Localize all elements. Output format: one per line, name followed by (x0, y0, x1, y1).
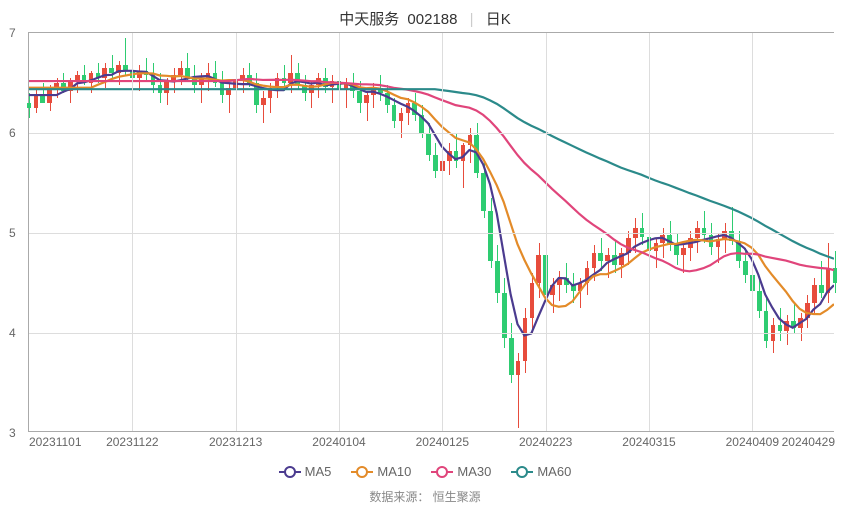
x-tick-label: 20240223 (519, 435, 572, 449)
legend-item: MA60 (511, 464, 571, 479)
grid-line-v (649, 33, 650, 431)
legend-swatch (511, 471, 533, 473)
y-tick-label: 7 (9, 26, 16, 40)
grid-line-v (442, 33, 443, 431)
legend-item: MA30 (431, 464, 491, 479)
x-tick-label: 20231101 (29, 435, 82, 449)
legend-label: MA5 (305, 464, 332, 479)
legend-label: MA10 (377, 464, 411, 479)
x-tick-label: 20231213 (209, 435, 262, 449)
legend-item: MA5 (279, 464, 332, 479)
ma-lines-layer (29, 33, 834, 431)
grid-line-h (29, 133, 834, 134)
grid-line-v (132, 33, 133, 431)
ma-line-ma30 (29, 79, 834, 271)
x-tick-label: 20240125 (416, 435, 469, 449)
y-tick-label: 3 (9, 426, 16, 440)
grid-line-v (339, 33, 340, 431)
y-tick-label: 5 (9, 226, 16, 240)
stock-name: 中天服务 (339, 11, 399, 28)
legend-item: MA10 (351, 464, 411, 479)
x-tick-label: 20231122 (106, 435, 159, 449)
chart-legend: MA5 MA10 MA30 MA60 (0, 461, 850, 480)
grid-line-v (236, 33, 237, 431)
title-separator: | (470, 11, 474, 28)
x-tick-label: 20240104 (312, 435, 365, 449)
ma-line-ma10 (29, 73, 834, 314)
grid-line-h (29, 333, 834, 334)
stock-chart: 中天服务 002188 | 日K 34567202311012023112220… (0, 0, 850, 517)
y-tick-label: 6 (9, 126, 16, 140)
grid-line-h (29, 233, 834, 234)
ma-line-ma5 (29, 71, 834, 336)
x-tick-label: 20240429 (782, 435, 835, 449)
chart-title: 中天服务 002188 | 日K (0, 8, 850, 29)
source-value: 恒生聚源 (433, 490, 481, 504)
grid-line-v (752, 33, 753, 431)
chart-period: 日K (486, 11, 511, 28)
x-tick-label: 20240409 (726, 435, 779, 449)
stock-code: 002188 (407, 11, 457, 28)
source-label: 数据来源： (369, 490, 429, 504)
legend-label: MA60 (537, 464, 571, 479)
legend-swatch (351, 471, 373, 473)
x-tick-label: 20240315 (622, 435, 675, 449)
legend-swatch (279, 471, 301, 473)
grid-line-v (546, 33, 547, 431)
legend-label: MA30 (457, 464, 491, 479)
legend-swatch (431, 471, 453, 473)
plot-area: 3456720231101202311222023121320240104202… (28, 32, 834, 432)
data-source: 数据来源： 恒生聚源 (0, 488, 850, 505)
y-tick-label: 4 (9, 326, 16, 340)
